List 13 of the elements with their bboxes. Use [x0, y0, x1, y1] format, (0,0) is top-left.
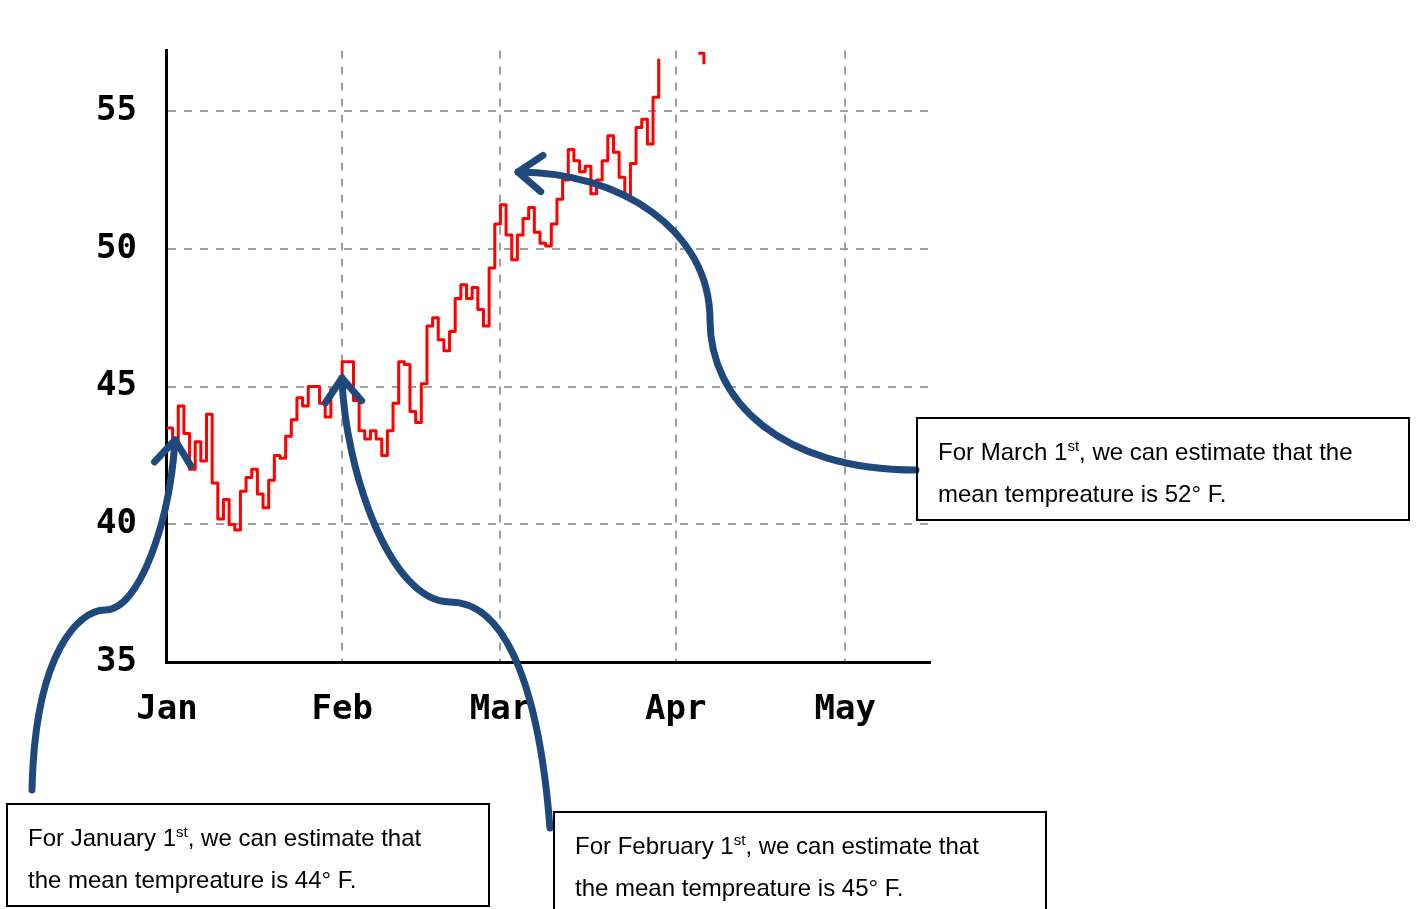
- y-tick-label: 50: [95, 225, 137, 266]
- x-tick-label: Jan: [136, 687, 198, 728]
- x-tick-label: Feb: [311, 687, 373, 728]
- text: For January 1$^{st}$, we can estimate that the mean tempreature is 44° F.: [6, 803, 490, 907]
- x-tick-label: May: [814, 687, 876, 728]
- x-tick-label: Mar: [469, 687, 532, 728]
- y-tick-label: 45: [95, 363, 137, 404]
- y-tick-label: 55: [95, 87, 137, 128]
- text: For March 1$^{st}$, we can estimate that the mean tempreature is 52° F.: [916, 417, 1410, 521]
- x-tick-label: Apr: [644, 687, 707, 728]
- text: For February 1$^{st}$, we can estimate that the mean tempreature is 45° F.: [553, 811, 1047, 909]
- y-tick-label: 35: [95, 639, 137, 680]
- y-tick-label: 40: [95, 501, 137, 542]
